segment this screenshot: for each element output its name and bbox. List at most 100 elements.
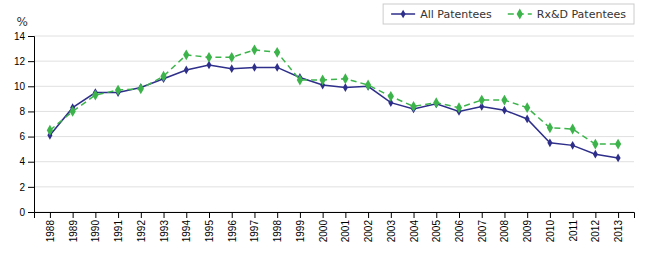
tick-mark — [95, 212, 96, 218]
tick-mark — [28, 111, 34, 112]
marker — [274, 47, 280, 58]
tick: 1999 — [295, 212, 306, 242]
marker — [275, 63, 280, 72]
grid-line — [34, 36, 634, 37]
marker — [206, 52, 212, 63]
tick-mark — [232, 212, 233, 218]
marker — [570, 124, 576, 135]
tick: 2004 — [409, 212, 420, 242]
tick-mark — [436, 212, 437, 218]
tick-label: 14 — [14, 31, 26, 42]
tick-mark — [118, 212, 119, 218]
marker — [47, 125, 53, 136]
tick-label: 1989 — [68, 220, 79, 243]
tick-mark — [550, 212, 551, 218]
tick-label: 1994 — [181, 220, 192, 243]
grid-line — [34, 61, 634, 62]
tick: 1992 — [136, 212, 147, 242]
tick: 2012 — [590, 212, 601, 242]
axis-line — [35, 213, 635, 219]
tick-label: 2012 — [590, 220, 601, 243]
grid — [34, 36, 634, 212]
tick: 4 — [19, 156, 34, 167]
tick-label: 2008 — [499, 220, 510, 243]
tick-mark — [391, 212, 392, 218]
tick: 1991 — [113, 212, 124, 242]
tick: 1995 — [204, 212, 215, 242]
tick-label: 2001 — [340, 220, 351, 243]
legend-marker — [517, 9, 523, 20]
marker — [433, 97, 439, 108]
marker — [183, 49, 189, 60]
tick-label: 1992 — [136, 220, 147, 243]
tick-mark — [573, 212, 574, 218]
tick: 2013 — [613, 212, 624, 242]
tick-mark — [28, 61, 34, 62]
series — [47, 44, 621, 149]
tick-mark — [28, 187, 34, 188]
tick: 1993 — [159, 212, 170, 242]
marker — [252, 63, 257, 72]
tick-mark — [28, 86, 34, 87]
tick-mark — [414, 212, 415, 218]
marker — [616, 154, 621, 163]
tick: 2001 — [340, 212, 351, 242]
tick-mark — [186, 212, 187, 218]
marker — [251, 44, 257, 55]
series — [47, 61, 620, 163]
tick-mark — [28, 162, 34, 163]
grid-line — [34, 111, 634, 112]
marks — [47, 44, 621, 162]
tick-label: 2010 — [545, 220, 556, 243]
tick: 2000 — [318, 212, 329, 242]
tick-label: 1999 — [295, 220, 306, 243]
tick-mark — [277, 212, 278, 218]
marker — [297, 75, 303, 86]
tick: 1989 — [68, 212, 79, 242]
marker — [615, 139, 621, 150]
marker — [547, 138, 552, 147]
tick-mark — [141, 212, 142, 218]
tick: 2 — [19, 182, 34, 193]
tick-label: 2003 — [386, 220, 397, 243]
tick: 12 — [14, 56, 34, 67]
marker — [456, 102, 462, 113]
tick-mark — [28, 137, 34, 138]
tick-label: 12 — [14, 56, 26, 67]
tick: 2010 — [545, 212, 556, 242]
axis-line — [28, 37, 35, 213]
y-axis: 02468101214 — [14, 31, 35, 218]
marker — [479, 95, 485, 106]
tick-label: 2007 — [477, 220, 488, 243]
marker — [592, 139, 598, 150]
tick-label: 0 — [19, 207, 25, 218]
marker — [593, 150, 598, 159]
marker — [524, 102, 530, 113]
tick: 6 — [19, 131, 34, 142]
tick-label: 1991 — [113, 220, 124, 243]
tick: 1994 — [181, 212, 192, 242]
tick-mark — [368, 212, 369, 218]
tick-label: 2002 — [363, 220, 374, 243]
legend-frame — [383, 4, 634, 24]
tick-label: 4 — [19, 156, 25, 167]
marker — [115, 85, 121, 96]
marker — [92, 90, 98, 101]
tick: 1998 — [272, 212, 283, 242]
tick: 1988 — [45, 212, 56, 242]
grid-line — [34, 186, 634, 187]
tick: 1997 — [249, 212, 260, 242]
tick: 14 — [14, 31, 34, 42]
tick-mark — [209, 212, 210, 218]
tick-mark — [28, 36, 34, 37]
tick-label: 2000 — [318, 220, 329, 243]
marker — [160, 71, 166, 82]
tick: 1990 — [90, 212, 101, 242]
tick: 2002 — [363, 212, 374, 242]
tick: 0 — [19, 207, 34, 218]
tick-label: 2004 — [409, 220, 420, 243]
tick-mark — [300, 212, 301, 218]
marker — [388, 91, 394, 102]
tick-mark — [323, 212, 324, 218]
tick-mark — [345, 212, 346, 218]
